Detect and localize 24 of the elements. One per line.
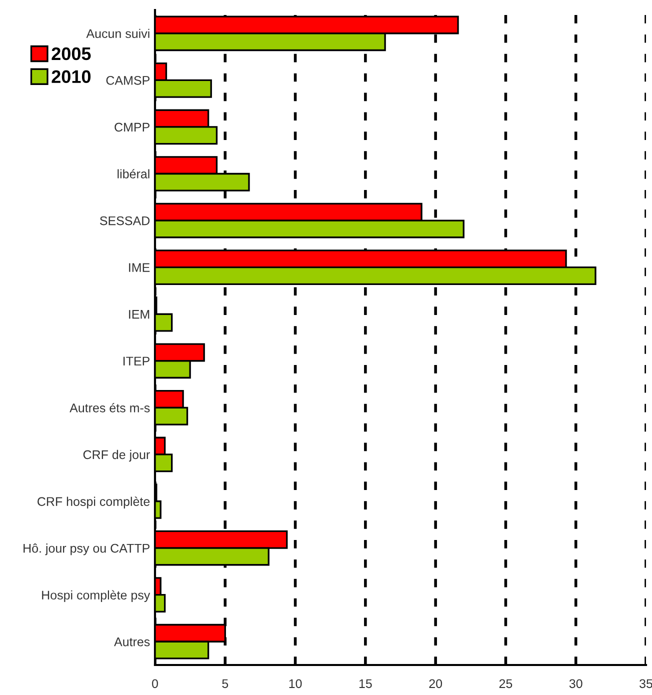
x-tick-label: 10 <box>289 679 302 688</box>
x-tick-label: 0 <box>152 679 158 688</box>
x-tick-label: 15 <box>359 679 372 688</box>
legend-label: 2010 <box>52 70 91 84</box>
y-tick-label: ITEP <box>124 356 150 366</box>
y-tick-label: IME <box>129 263 150 272</box>
y-tick-label: libéral <box>118 169 150 178</box>
x-tick-label: 5 <box>222 679 228 688</box>
y-tick-label: Autres <box>114 638 150 646</box>
y-tick-label: CMPP <box>114 122 150 132</box>
y-tick-label: Hospi complète psy <box>42 590 150 602</box>
y-tick-label: SESSAD <box>100 216 150 226</box>
x-tick-label: 35 <box>640 679 652 688</box>
y-tick-label: Hô. jour psy ou CATTP <box>24 543 150 556</box>
x-tick-label: 30 <box>569 679 582 688</box>
y-tick-label: CAMSP <box>106 76 150 85</box>
y-tick-label: IEM <box>129 310 150 319</box>
y-tick-label: CRF de jour <box>83 450 150 462</box>
y-tick-label: CRF hospi complète <box>38 496 150 508</box>
x-tick-label: 20 <box>429 679 442 688</box>
legend-label: 2005 <box>52 47 91 60</box>
x-tick-label: 25 <box>499 679 512 688</box>
y-tick-label: Autres éts m-s <box>70 403 150 412</box>
y-tick-label: Aucun suivi <box>86 28 150 38</box>
